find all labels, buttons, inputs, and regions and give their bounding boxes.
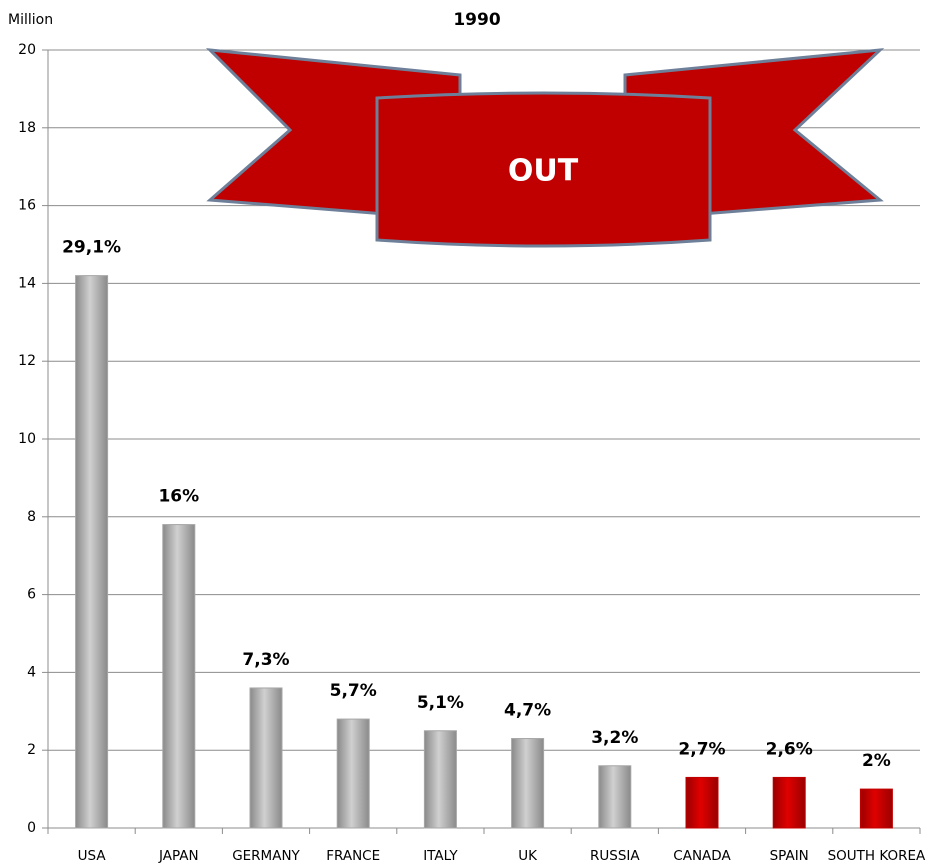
- x-tick-label: SOUTH KOREA: [828, 848, 926, 864]
- bar: [249, 687, 283, 829]
- value-label: 29,1%: [62, 238, 121, 258]
- bar: [511, 738, 545, 829]
- value-label: 2,7%: [678, 739, 725, 759]
- y-tick-label: 6: [27, 587, 36, 603]
- value-label: 5,1%: [417, 693, 464, 713]
- bar: [685, 776, 719, 829]
- value-label: 2,6%: [766, 739, 813, 759]
- chart-title: 1990: [453, 10, 500, 30]
- bar: [423, 730, 457, 829]
- bar: [336, 718, 370, 829]
- value-label: 2%: [862, 751, 891, 771]
- x-tick-label: ITALY: [423, 848, 458, 864]
- y-tick-label: 8: [27, 509, 36, 525]
- value-label: 7,3%: [242, 650, 289, 670]
- value-label: 16%: [158, 487, 199, 507]
- banner-text: OUT: [508, 154, 579, 189]
- banner: OUT: [205, 48, 885, 248]
- y-tick-label: 16: [18, 198, 36, 214]
- value-label: 3,2%: [591, 728, 638, 748]
- x-tick-label: FRANCE: [326, 848, 380, 864]
- x-tick-label: SPAIN: [770, 848, 809, 864]
- y-tick-label: 18: [18, 120, 36, 136]
- x-tick-label: USA: [78, 848, 107, 864]
- bar: [598, 765, 632, 829]
- x-tick-label: RUSSIA: [590, 848, 640, 864]
- y-tick-label: 20: [18, 42, 36, 58]
- y-tick-label: 12: [18, 353, 36, 369]
- y-tick-label: 0: [27, 820, 36, 836]
- x-tick-label: UK: [518, 848, 538, 864]
- x-tick-label: CANADA: [673, 848, 731, 864]
- value-label: 5,7%: [330, 681, 377, 701]
- y-axis-label: Million: [8, 12, 53, 28]
- bar: [75, 275, 109, 829]
- x-tick-label: JAPAN: [158, 848, 199, 864]
- y-tick-label: 14: [18, 275, 36, 291]
- value-label: 4,7%: [504, 701, 551, 721]
- y-tick-label: 10: [18, 431, 36, 447]
- y-tick-label: 4: [27, 664, 36, 680]
- y-tick-label: 2: [27, 742, 36, 758]
- x-tick-label: GERMANY: [232, 848, 300, 864]
- bar: [772, 776, 806, 829]
- bar: [162, 524, 196, 829]
- bar: [859, 788, 893, 829]
